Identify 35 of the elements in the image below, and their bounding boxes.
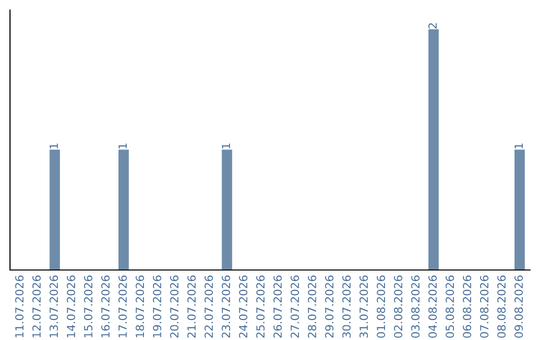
x-tick-label: 20.07.2026: [170, 276, 179, 338]
x-tick-label: 31.07.2026: [360, 276, 368, 338]
x-tick-label: 30.07.2026: [342, 276, 351, 338]
data-label: 1: [222, 144, 230, 148]
x-tick-label: 29.07.2026: [325, 276, 334, 338]
x-tick-label: 06.08.2026: [462, 276, 472, 338]
x-tick-label: 23.07.2026: [222, 276, 230, 338]
data-label: 1: [118, 144, 127, 148]
x-tick-label: 21.07.2026: [187, 276, 196, 338]
x-tick-label: 13.07.2026: [50, 276, 58, 338]
x-tick-label: 01.08.2026: [376, 276, 386, 338]
x-tick-label: 04.08.2026: [428, 276, 437, 338]
x-tick-label: 11.07.2026: [15, 276, 24, 338]
data-label: 1: [514, 144, 523, 148]
x-tick-label: 12.07.2026: [32, 276, 41, 338]
data-label: 2: [428, 23, 437, 28]
x-tick-label: 08.08.2026: [497, 276, 506, 338]
x-tick-label: 28.07.2026: [308, 276, 316, 338]
x-tick-label: 15.07.2026: [84, 276, 92, 338]
x-tick-label: 27.07.2026: [290, 276, 300, 338]
x-tick-label: 14.07.2026: [66, 276, 76, 338]
x-tick-label: 26.07.2026: [273, 276, 282, 338]
x-tick-label: 25.07.2026: [256, 276, 265, 338]
x-tick-label: 22.07.2026: [204, 276, 213, 338]
x-tick-label: 19.07.2026: [152, 276, 162, 338]
x-tick-label: 07.08.2026: [480, 276, 488, 338]
x-tick-label: 09.08.2026: [514, 276, 523, 338]
x-tick-label: 24.07.2026: [238, 276, 248, 338]
x-tick-label: 17.07.2026: [118, 276, 127, 338]
x-tick-label: 16.07.2026: [101, 276, 110, 338]
x-tick-label: 05.08.2026: [446, 276, 454, 338]
x-tick-label: 03.08.2026: [411, 276, 420, 338]
x-tick-label: 02.08.2026: [394, 276, 402, 338]
data-label: 1: [50, 144, 58, 148]
x-tick-label: 18.07.2026: [136, 276, 144, 338]
